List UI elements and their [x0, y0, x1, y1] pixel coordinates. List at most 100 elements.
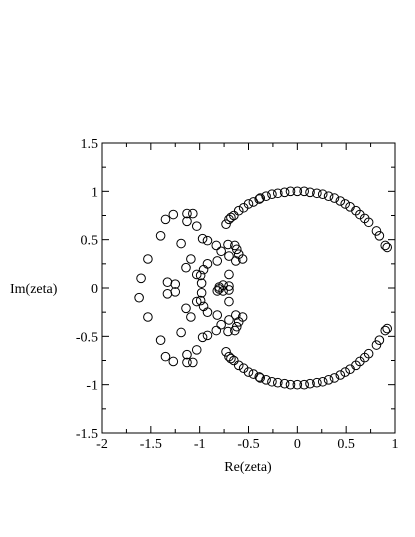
data-point — [224, 269, 234, 280]
data-point — [279, 187, 290, 198]
y-tick-label: -0.5 — [76, 330, 98, 345]
data-point — [162, 277, 173, 288]
data-point — [196, 288, 207, 298]
data-point — [182, 349, 192, 360]
data-point — [345, 202, 355, 212]
data-point — [317, 189, 328, 200]
data-point — [221, 219, 231, 229]
data-point — [202, 235, 213, 246]
data-point — [273, 188, 283, 199]
y-tick-label: 0.5 — [81, 234, 99, 249]
data-point — [237, 254, 248, 264]
data-point — [224, 251, 234, 261]
data-point — [329, 193, 340, 203]
data-point — [312, 377, 322, 388]
x-tick-label: -2 — [96, 437, 108, 452]
data-point — [254, 194, 265, 204]
data-point — [371, 226, 382, 236]
data-point — [224, 315, 234, 325]
data-point — [224, 281, 234, 291]
data-point — [182, 208, 192, 219]
y-tick-label: 0 — [91, 282, 98, 297]
data-point — [299, 379, 309, 390]
y-axis-label: Im(zeta) — [10, 282, 58, 297]
data-point — [212, 286, 223, 296]
data-point — [273, 377, 283, 388]
data-point — [218, 286, 228, 296]
data-point — [197, 233, 208, 244]
data-point — [317, 376, 328, 387]
data-point — [224, 296, 234, 307]
data-point — [224, 285, 234, 295]
data-point — [181, 303, 191, 314]
data-point — [285, 186, 296, 197]
data-point — [233, 317, 244, 327]
data-point — [202, 330, 213, 341]
data-point — [136, 273, 146, 284]
data-point — [231, 244, 242, 255]
data-point — [170, 287, 181, 297]
data-point — [195, 295, 206, 306]
data-point — [191, 269, 202, 280]
data-point — [254, 372, 265, 382]
data-point — [223, 239, 233, 250]
data-point — [176, 238, 186, 249]
data-point — [380, 240, 391, 251]
data-point — [212, 256, 223, 266]
data-point — [329, 373, 340, 383]
data-point — [248, 197, 259, 207]
data-point — [323, 191, 334, 201]
data-point — [231, 321, 242, 332]
data-point — [323, 375, 334, 385]
data-point — [155, 231, 166, 241]
data-point — [292, 379, 303, 390]
data-point — [380, 325, 391, 336]
data-point — [197, 332, 208, 343]
data-point — [238, 363, 249, 374]
data-point — [382, 242, 392, 253]
data-point — [224, 214, 234, 225]
data-point — [188, 208, 198, 219]
data-point — [335, 370, 346, 380]
data-point — [160, 214, 171, 225]
data-point — [216, 319, 226, 330]
data-point — [143, 312, 153, 322]
y-tick-label: -1 — [86, 379, 98, 394]
data-point — [186, 312, 196, 322]
x-tick-label: -0.5 — [237, 437, 259, 452]
data-point — [143, 254, 153, 264]
data-point — [226, 353, 236, 364]
data-point — [340, 199, 350, 209]
data-point — [191, 345, 202, 355]
data-point — [211, 325, 222, 336]
data-point — [261, 375, 271, 385]
data-point — [195, 270, 206, 281]
data-point — [155, 335, 166, 346]
data-point — [261, 191, 271, 201]
data-point — [335, 196, 346, 206]
axis-ticks: -2 -1.5 -1 -0.5 0 0.5 1-1.5-1-0.500.511.5 — [76, 137, 399, 452]
data-point — [363, 217, 374, 228]
data-point — [196, 278, 207, 288]
data-point — [224, 351, 234, 362]
y-tick-label: 1 — [91, 185, 98, 200]
x-tick-label: -1 — [194, 437, 206, 452]
data-point — [233, 360, 244, 371]
data-point — [223, 326, 233, 337]
data-point — [170, 279, 181, 289]
data-point — [231, 256, 241, 266]
data-point — [238, 202, 249, 213]
x-tick-label: 0 — [294, 437, 301, 452]
data-point — [345, 364, 355, 375]
data-point — [305, 187, 315, 198]
data-point — [168, 209, 179, 220]
data-point — [188, 357, 198, 368]
data-point — [374, 231, 385, 241]
data-point — [363, 348, 374, 359]
data-point — [186, 254, 196, 264]
data-point — [374, 335, 385, 346]
data-point — [248, 369, 259, 379]
data-point — [285, 379, 296, 390]
data-point — [267, 189, 277, 200]
